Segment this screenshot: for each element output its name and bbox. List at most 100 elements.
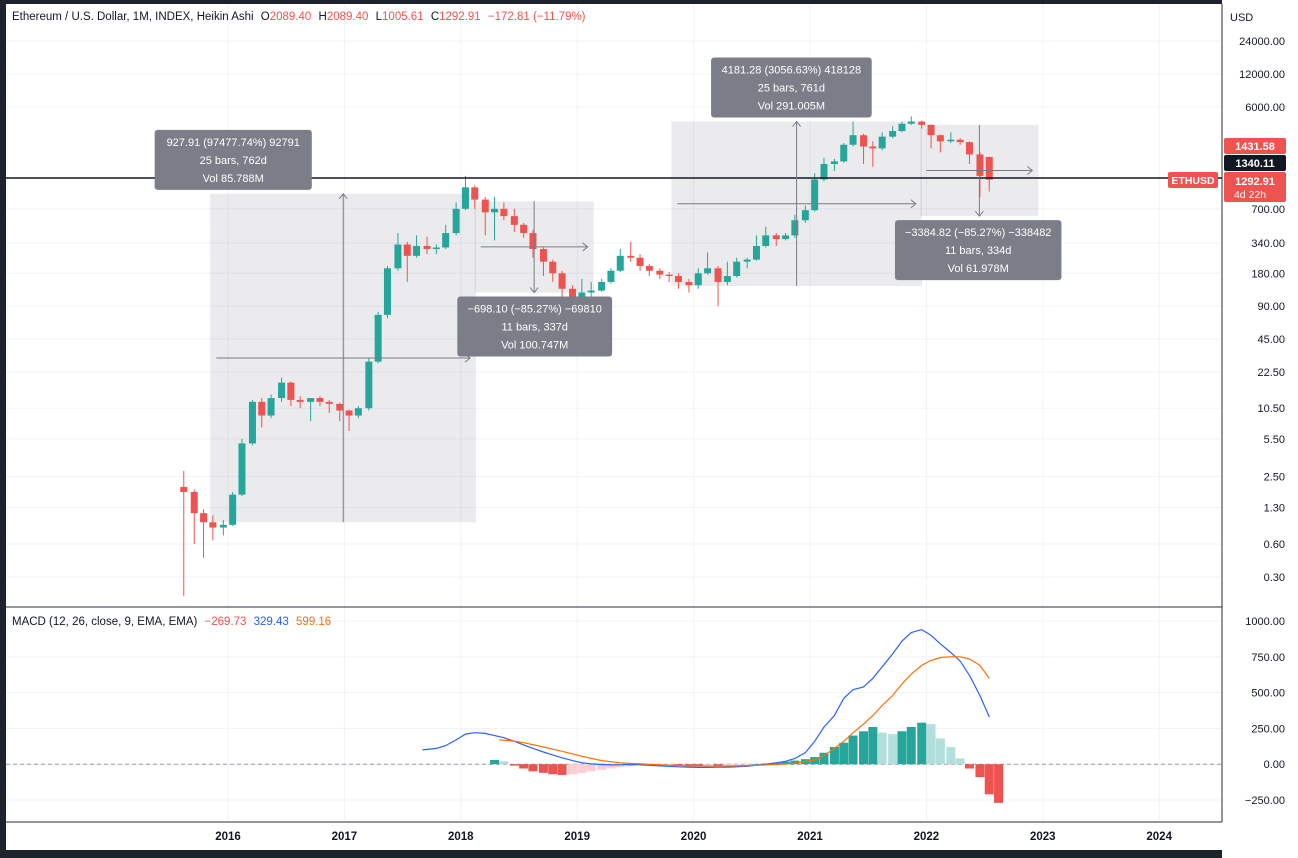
candle-body: [598, 281, 606, 291]
measure-label-line: 11 bars, 337d: [501, 322, 567, 334]
candle-body: [918, 121, 926, 125]
candle-body: [529, 233, 537, 250]
histogram-bar: [917, 722, 927, 765]
countdown-label: 4d 22h: [1234, 189, 1266, 201]
macd-line: [422, 628, 990, 769]
measure-label-line: Vol 61.978M: [948, 263, 1009, 275]
histogram-bar: [897, 731, 907, 765]
l-label: L: [375, 11, 383, 23]
candle-body: [694, 273, 702, 286]
candle-body: [481, 199, 489, 213]
candle-body: [656, 270, 664, 275]
ticker-badge: ETHUSD: [1171, 175, 1215, 187]
histogram-bar: [626, 764, 636, 767]
histogram-bar: [703, 764, 713, 766]
candle-body: [723, 276, 731, 282]
grid: [6, 4, 1222, 822]
measure-arrowhead: [529, 287, 539, 294]
histogram-bar: [586, 764, 596, 772]
measure-label-line: 25 bars, 761d: [758, 83, 825, 95]
candle-body: [209, 522, 217, 528]
histogram-bar: [548, 764, 558, 775]
histogram-bar: [722, 764, 732, 766]
price-tick-label: 12000.00: [1239, 69, 1285, 81]
histogram-bar: [975, 764, 985, 778]
price-tick-label: 0.30: [1264, 572, 1285, 584]
histogram-bar: [926, 724, 936, 765]
macd-legend: MACD (12, 26, close, 9, EMA, EMA) −269.7…: [12, 616, 335, 628]
macd-title: MACD (12, 26, close, 9, EMA, EMA): [12, 616, 198, 628]
histogram-bar: [771, 762, 781, 765]
measure-arrowhead: [582, 242, 589, 252]
candle-body: [674, 276, 682, 282]
histogram-bar: [615, 764, 625, 768]
measure-label-line: Vol 85.788M: [203, 173, 264, 185]
histogram-bar: [781, 761, 791, 765]
macd-tick-label: 250.00: [1251, 723, 1285, 735]
candle-body: [956, 139, 964, 143]
candle-body: [365, 361, 373, 409]
measure-arrowhead: [974, 210, 984, 217]
histogram-bar: [935, 738, 945, 765]
candle-body: [510, 216, 518, 225]
measure-arrowhead: [338, 193, 348, 200]
price-tick-label: 45.00: [1257, 334, 1285, 346]
measure-label-line: 4181.28 (3056.63%) 418128: [722, 65, 861, 77]
price-tick-label: 0.60: [1264, 539, 1285, 551]
candle-body: [869, 146, 877, 149]
candle-body: [539, 249, 547, 262]
candle-body: [898, 123, 906, 132]
price-tick-label: 90.00: [1257, 301, 1285, 313]
histogram-bar: [490, 759, 500, 765]
histogram-bar: [888, 734, 898, 765]
candle-body: [413, 245, 421, 256]
close-value: 1292.91: [439, 11, 481, 23]
histogram-bar: [732, 764, 742, 766]
candle-body: [907, 121, 915, 124]
candle-body: [394, 244, 402, 269]
candle-body: [345, 410, 353, 416]
crosshair-price-marker: 1340.11: [1235, 158, 1274, 170]
price-tick-label: 10.50: [1257, 403, 1285, 415]
ticker-badge-bg: [1168, 172, 1218, 188]
candle-body: [820, 163, 828, 180]
macd-tick-label: 1000.00: [1245, 616, 1285, 628]
histogram-bar: [984, 764, 994, 795]
candle-body: [733, 261, 741, 277]
candle-body: [849, 135, 857, 145]
candle-body: [607, 270, 615, 282]
time-tick-label: 2021: [797, 831, 823, 843]
o-label: O: [260, 11, 270, 23]
histogram-bar: [848, 735, 858, 765]
measure-label-box: [711, 57, 872, 118]
candle-body: [307, 398, 315, 402]
histogram-bar: [955, 758, 965, 765]
macd-pane: [6, 606, 1222, 803]
candle-body: [558, 273, 566, 289]
candle-body: [889, 131, 897, 137]
price-tick-label: 22.50: [1257, 367, 1285, 379]
candle-body: [976, 154, 984, 176]
macd-tick-label: 500.00: [1251, 688, 1285, 700]
histogram-bar: [597, 764, 607, 770]
h-label: H: [318, 11, 327, 23]
histogram-bar: [568, 764, 578, 775]
candle-body: [645, 265, 653, 271]
measure-arrowhead: [792, 120, 802, 127]
time-tick-label: 2019: [564, 831, 590, 843]
candle-body: [704, 268, 712, 274]
measure-label-line: Vol 291.005M: [758, 101, 825, 113]
measure-regions: [210, 121, 1039, 523]
candle-body: [985, 156, 993, 180]
histogram-bar: [742, 764, 752, 766]
candle-body: [200, 513, 208, 523]
time-tick-label: 2022: [914, 831, 940, 843]
candle-body: [423, 245, 431, 250]
candle-body: [714, 268, 722, 282]
histogram-bar: [606, 764, 616, 769]
candle-body: [927, 124, 935, 136]
histogram-bar: [839, 742, 849, 765]
axes: USD 24000.00 12000.00 6000.00 700.00 340.00 18…: [6, 0, 1298, 858]
last-price-marker-bg: [1224, 172, 1286, 202]
